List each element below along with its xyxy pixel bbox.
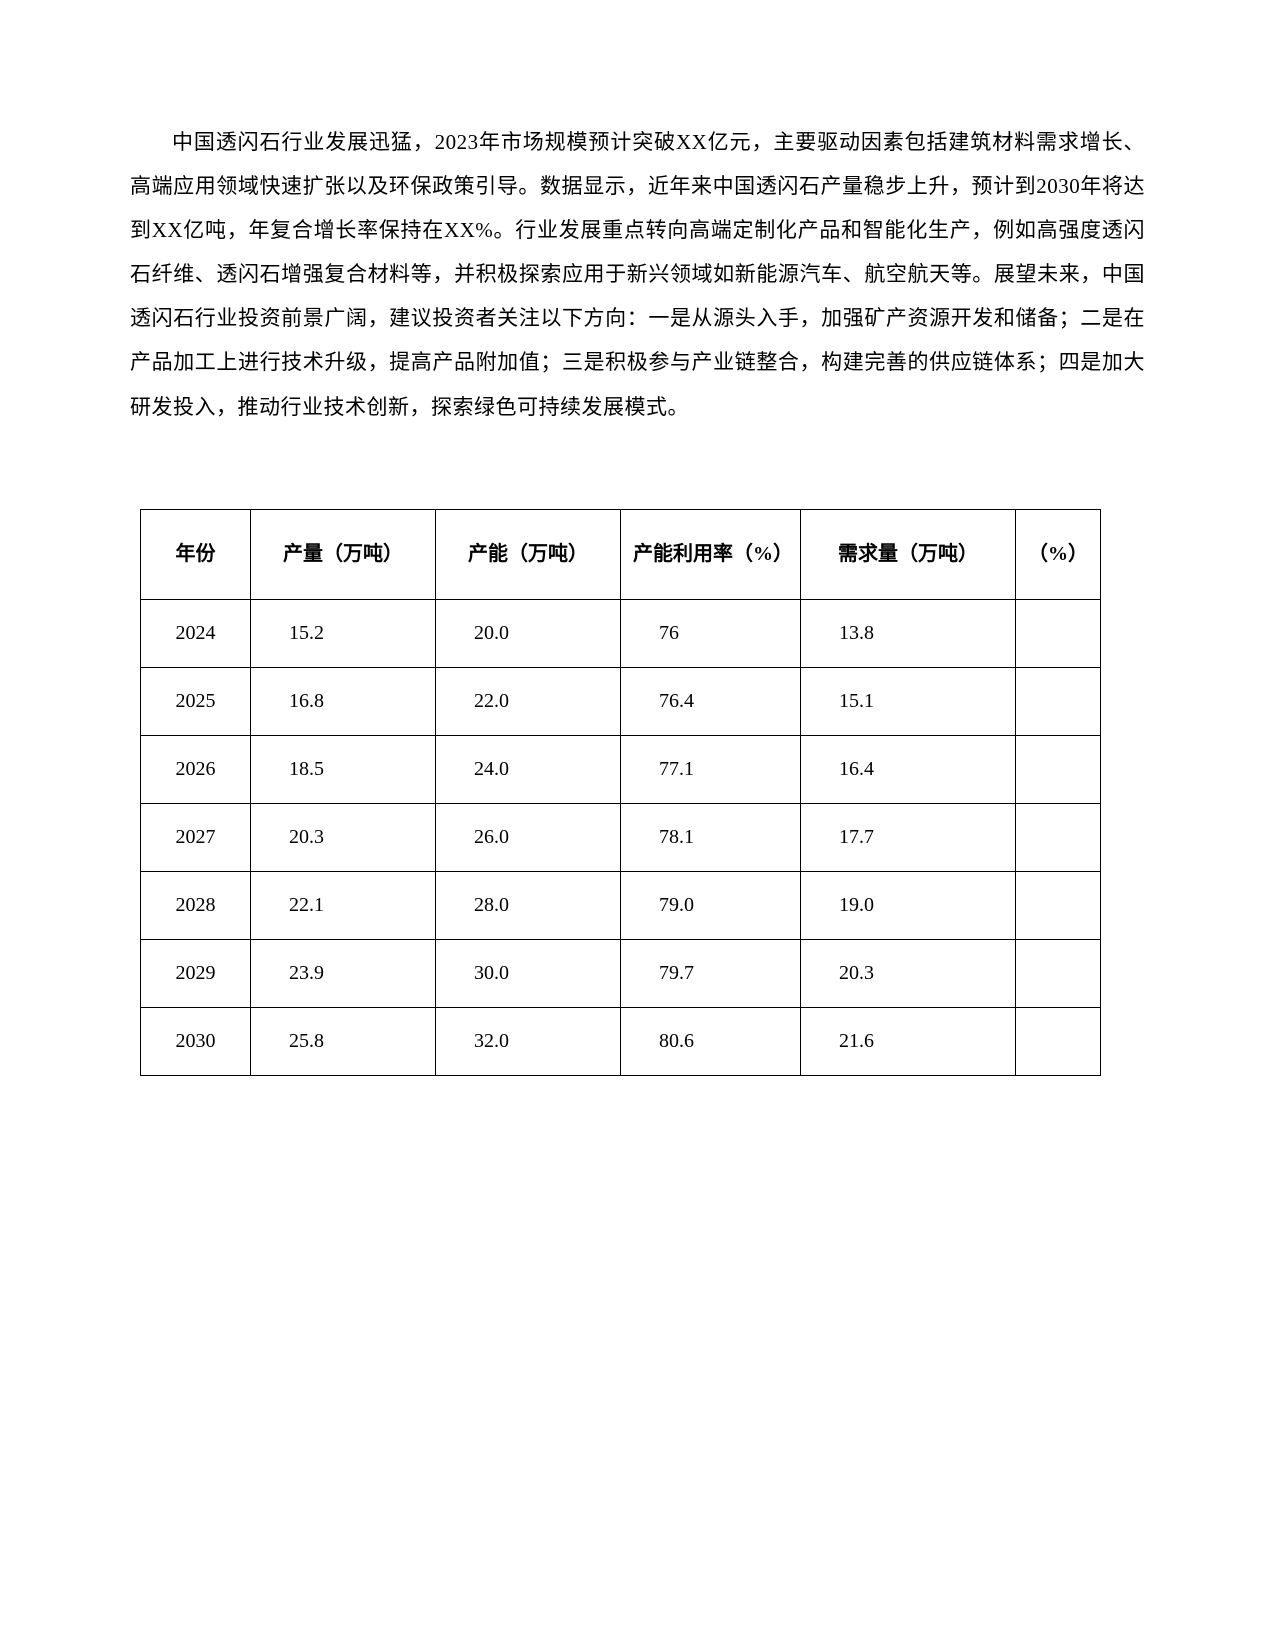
cell-output: 16.8	[251, 667, 436, 735]
header-output: 产量（万吨）	[251, 509, 436, 599]
cell-partial	[1016, 735, 1101, 803]
table-row: 2029 23.9 30.0 79.7 20.3	[141, 939, 1101, 1007]
table-row: 2026 18.5 24.0 77.1 16.4	[141, 735, 1101, 803]
cell-output: 15.2	[251, 599, 436, 667]
cell-year: 2027	[141, 803, 251, 871]
cell-capacity: 22.0	[436, 667, 621, 735]
cell-utilization: 78.1	[621, 803, 801, 871]
table-row: 2030 25.8 32.0 80.6 21.6	[141, 1007, 1101, 1075]
table-body: 2024 15.2 20.0 76 13.8 2025 16.8 22.0 76…	[141, 599, 1101, 1075]
table-row: 2028 22.1 28.0 79.0 19.0	[141, 871, 1101, 939]
cell-utilization: 76.4	[621, 667, 801, 735]
intro-paragraph: 中国透闪石行业发展迅猛，2023年市场规模预计突破XX亿元，主要驱动因素包括建筑…	[130, 120, 1145, 429]
cell-partial	[1016, 939, 1101, 1007]
cell-capacity: 24.0	[436, 735, 621, 803]
header-year: 年份	[141, 509, 251, 599]
cell-capacity: 30.0	[436, 939, 621, 1007]
cell-utilization: 79.0	[621, 871, 801, 939]
cell-output: 18.5	[251, 735, 436, 803]
cell-demand: 20.3	[801, 939, 1016, 1007]
cell-year: 2030	[141, 1007, 251, 1075]
header-demand: 需求量（万吨）	[801, 509, 1016, 599]
header-partial: （%）	[1016, 509, 1101, 599]
cell-partial	[1016, 599, 1101, 667]
cell-year: 2029	[141, 939, 251, 1007]
cell-partial	[1016, 1007, 1101, 1075]
cell-partial	[1016, 667, 1101, 735]
cell-demand: 16.4	[801, 735, 1016, 803]
cell-capacity: 28.0	[436, 871, 621, 939]
cell-year: 2026	[141, 735, 251, 803]
cell-demand: 13.8	[801, 599, 1016, 667]
cell-demand: 19.0	[801, 871, 1016, 939]
table-row: 2027 20.3 26.0 78.1 17.7	[141, 803, 1101, 871]
cell-utilization: 77.1	[621, 735, 801, 803]
cell-year: 2025	[141, 667, 251, 735]
cell-capacity: 32.0	[436, 1007, 621, 1075]
cell-partial	[1016, 871, 1101, 939]
header-utilization: 产能利用率（%）	[621, 509, 801, 599]
cell-output: 20.3	[251, 803, 436, 871]
data-table: 年份 产量（万吨） 产能（万吨） 产能利用率（%） 需求量（万吨） （%） 20…	[140, 509, 1101, 1076]
cell-output: 23.9	[251, 939, 436, 1007]
cell-capacity: 20.0	[436, 599, 621, 667]
data-table-container: 年份 产量（万吨） 产能（万吨） 产能利用率（%） 需求量（万吨） （%） 20…	[140, 509, 1145, 1076]
cell-partial	[1016, 803, 1101, 871]
cell-output: 25.8	[251, 1007, 436, 1075]
cell-utilization: 76	[621, 599, 801, 667]
header-capacity: 产能（万吨）	[436, 509, 621, 599]
cell-demand: 15.1	[801, 667, 1016, 735]
table-row: 2024 15.2 20.0 76 13.8	[141, 599, 1101, 667]
table-row: 2025 16.8 22.0 76.4 15.1	[141, 667, 1101, 735]
cell-year: 2028	[141, 871, 251, 939]
cell-year: 2024	[141, 599, 251, 667]
cell-output: 22.1	[251, 871, 436, 939]
cell-utilization: 80.6	[621, 1007, 801, 1075]
cell-demand: 21.6	[801, 1007, 1016, 1075]
cell-demand: 17.7	[801, 803, 1016, 871]
table-header-row: 年份 产量（万吨） 产能（万吨） 产能利用率（%） 需求量（万吨） （%）	[141, 509, 1101, 599]
cell-capacity: 26.0	[436, 803, 621, 871]
cell-utilization: 79.7	[621, 939, 801, 1007]
